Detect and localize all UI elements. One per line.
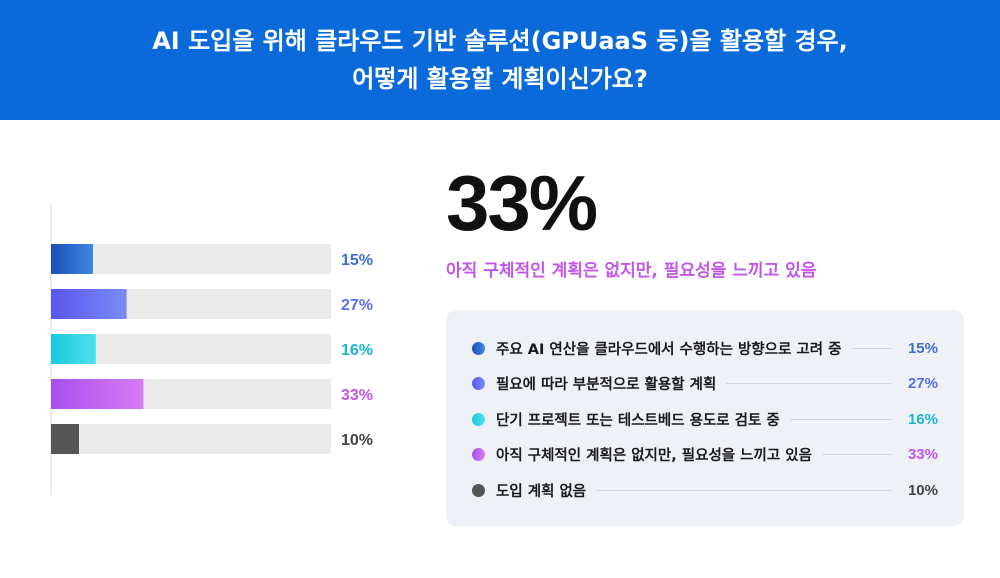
legend-label: 아직 구체적인 계획은 없지만, 필요성을 느끼고 있음 bbox=[496, 448, 812, 464]
legend-label: 도입 계획 없음 bbox=[496, 483, 587, 500]
legend-item: 주요 AI 연산을 클라우드에서 수행하는 방향으로 고려 중 15% bbox=[472, 336, 938, 360]
legend-label: 필요에 따라 부분적으로 활용할 계획 bbox=[496, 377, 717, 393]
legend-dot-icon bbox=[472, 341, 485, 355]
legend-value: 27% bbox=[907, 375, 938, 392]
legend-dot-icon bbox=[472, 448, 485, 461]
bar-2 bbox=[51, 289, 127, 319]
bar-5 bbox=[51, 424, 79, 454]
bar-3 bbox=[51, 334, 96, 364]
header-title-line1: AI 도입을 위해 클라우드 기반 솔루션(GPUaaS 등)을 활용할 경우, bbox=[152, 27, 848, 55]
bar-value-label: 27% bbox=[341, 297, 373, 314]
legend-label: 주요 AI 연산을 클라우드에서 수행하는 방향으로 고려 중 bbox=[496, 341, 842, 358]
legend-leader-line bbox=[851, 347, 892, 349]
highlight-percent: 33% bbox=[446, 159, 598, 247]
legend-item: 필요에 따라 부분적으로 활용할 계획 27% bbox=[472, 372, 938, 396]
bar-track bbox=[51, 244, 331, 274]
bar-track bbox=[51, 424, 331, 454]
header-banner: AI 도입을 위해 클라우드 기반 솔루션(GPUaaS 등)을 활용할 경우,… bbox=[0, 0, 1000, 120]
legend-value: 10% bbox=[907, 481, 938, 499]
legend-leader-line bbox=[789, 418, 892, 420]
bar-value-label: 16% bbox=[341, 342, 373, 359]
legend-dot-icon bbox=[472, 377, 485, 390]
legend-dot-icon bbox=[472, 412, 485, 426]
legend-value: 33% bbox=[907, 446, 938, 463]
legend-box: 주요 AI 연산을 클라우드에서 수행하는 방향으로 고려 중 15% 필요에 따라… bbox=[446, 310, 964, 526]
legend-item: 단기 프로젝트 또는 테스트베드 용도로 검토 중 16% bbox=[472, 407, 938, 431]
bar-1 bbox=[51, 244, 93, 274]
bar-value-label: 15% bbox=[341, 252, 373, 269]
legend-value: 15% bbox=[907, 339, 938, 357]
legend-label: 단기 프로젝트 또는 테스트베드 용도로 검토 중 bbox=[496, 412, 780, 429]
legend-leader-line bbox=[821, 454, 892, 455]
legend-item: 도입 계획 없음 10% bbox=[472, 478, 938, 502]
legend-item: 아직 구체적인 계획은 없지만, 필요성을 느끼고 있음 33% bbox=[472, 443, 938, 467]
header-title-line2: 어떻게 활용할 계획이신가요? bbox=[352, 65, 648, 93]
bar-track bbox=[51, 334, 331, 364]
bar-4 bbox=[51, 379, 144, 409]
legend-leader-line bbox=[726, 383, 892, 384]
bar-value-label: 10% bbox=[341, 432, 373, 449]
legend-dot-icon bbox=[472, 483, 485, 497]
bar-value-label: 33% bbox=[341, 387, 373, 404]
legend-value: 16% bbox=[907, 410, 938, 428]
legend-leader-line bbox=[596, 489, 892, 491]
bar-chart: 15% 27% 16% 33% 10% bbox=[50, 204, 373, 495]
highlight-description: 아직 구체적인 계획은 없지만, 필요성을 느끼고 있음 bbox=[446, 261, 817, 281]
